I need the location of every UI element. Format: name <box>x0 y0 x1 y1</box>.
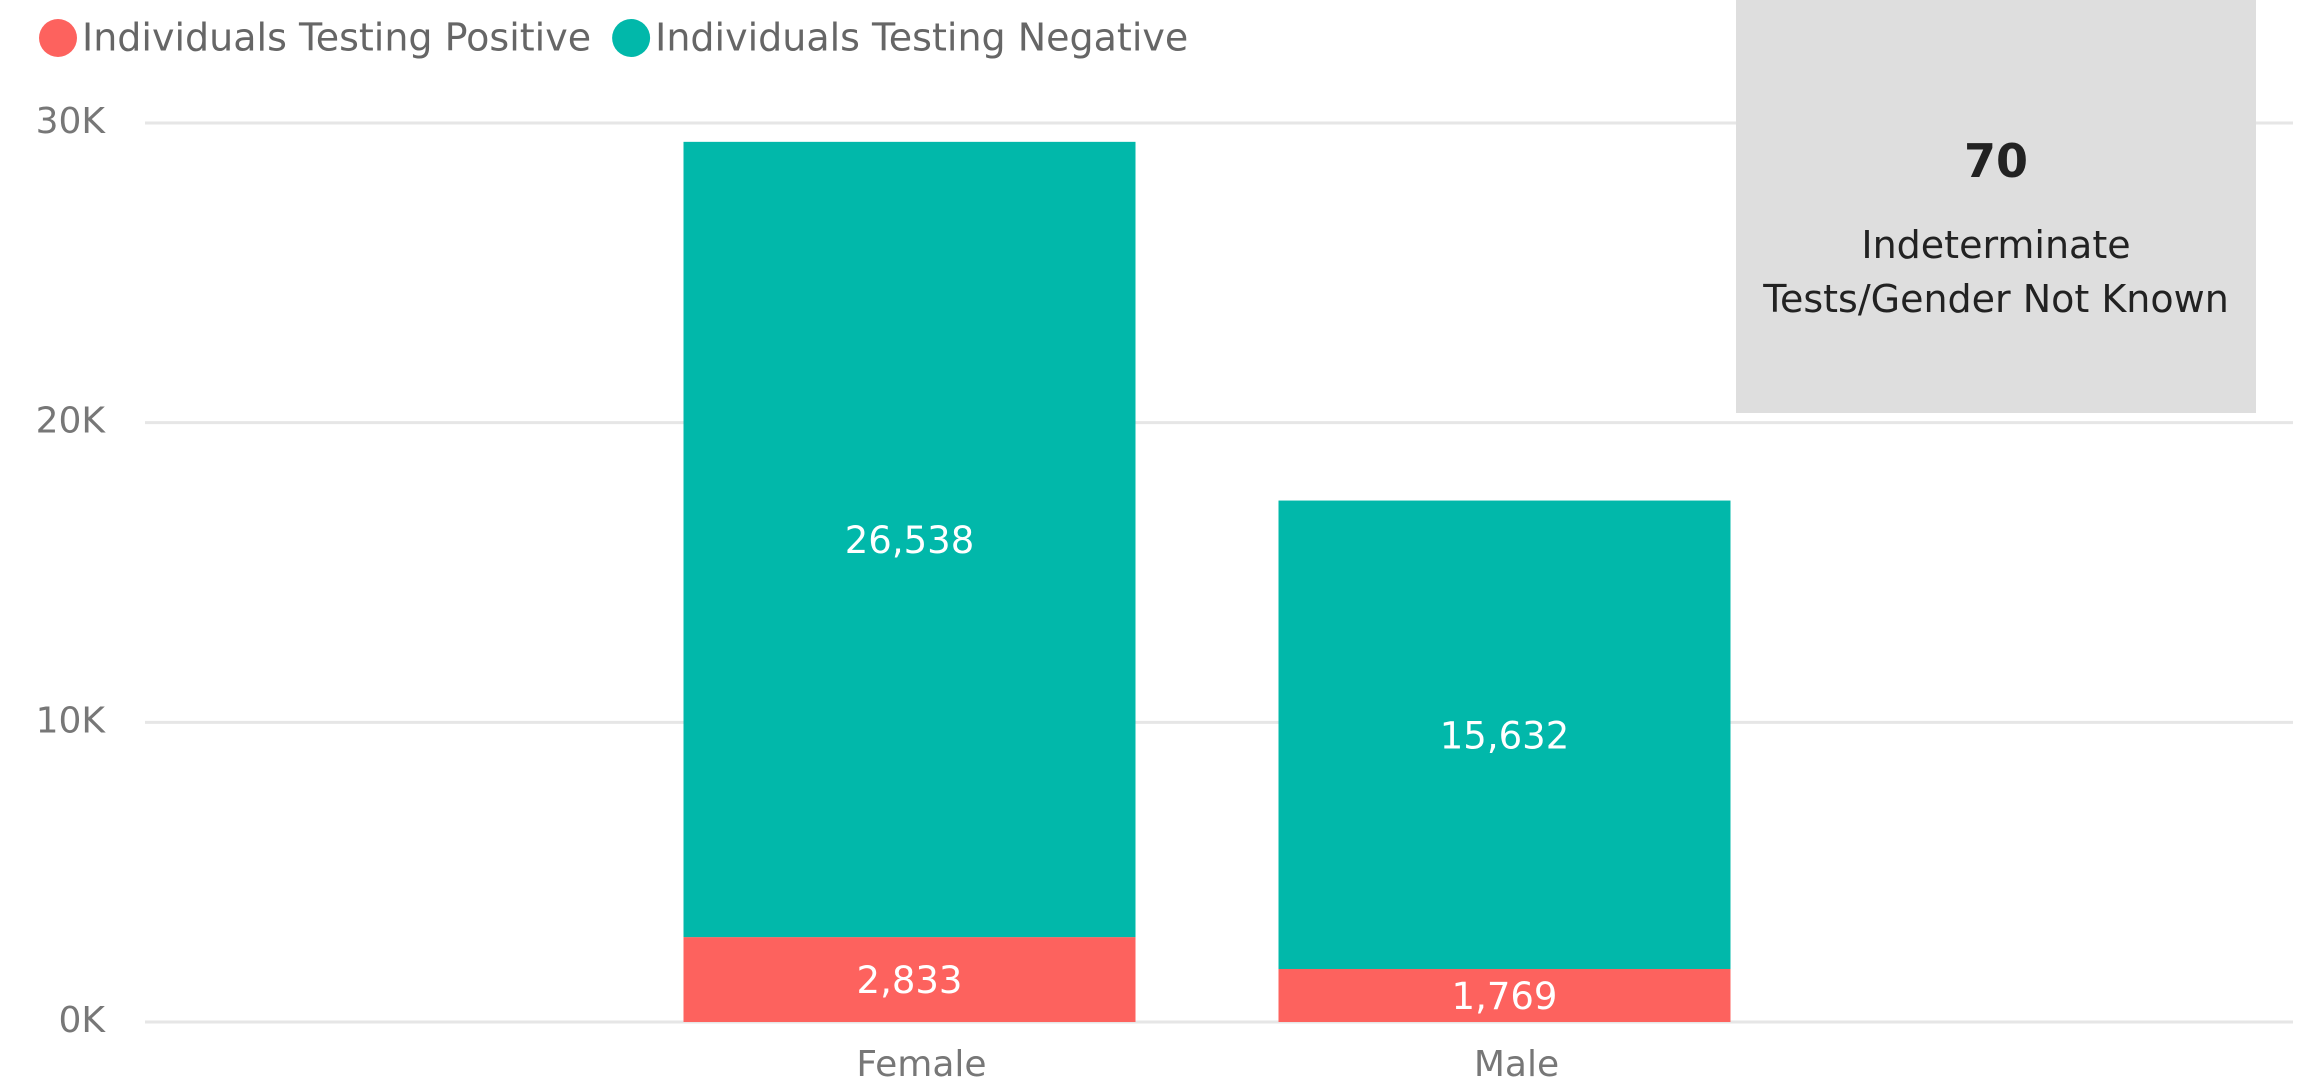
bar-segment <box>1278 968 1731 1022</box>
x-tick-label: Female <box>856 1044 986 1085</box>
legend-marker <box>612 19 651 57</box>
data-label: 1,769 <box>1452 975 1558 1018</box>
x-tick-label: Male <box>1474 1044 1559 1085</box>
bar-segment <box>683 141 1136 938</box>
card-label: Indeterminate Tests/Gender Not Known <box>1763 223 2229 321</box>
legend-marker <box>39 19 77 57</box>
card: 70 Indeterminate Tests/Gender Not Known <box>1736 0 2256 413</box>
data-label: 2,833 <box>857 959 963 1002</box>
y-tick-label: 30K <box>36 101 107 142</box>
y-tick-label: 0K <box>58 1000 106 1041</box>
y-tick-label: 20K <box>36 401 107 442</box>
legend-label: Individuals Testing Negative <box>655 16 1188 60</box>
data-label: 26,538 <box>845 519 974 562</box>
y-tick-label: 10K <box>36 700 107 741</box>
legend-label: Individuals Testing Positive <box>82 16 591 60</box>
bar-segment <box>1278 500 1731 969</box>
data-label: 15,632 <box>1440 714 1569 757</box>
card-value: 70 <box>1963 134 2028 188</box>
bar-segment <box>683 937 1136 1022</box>
